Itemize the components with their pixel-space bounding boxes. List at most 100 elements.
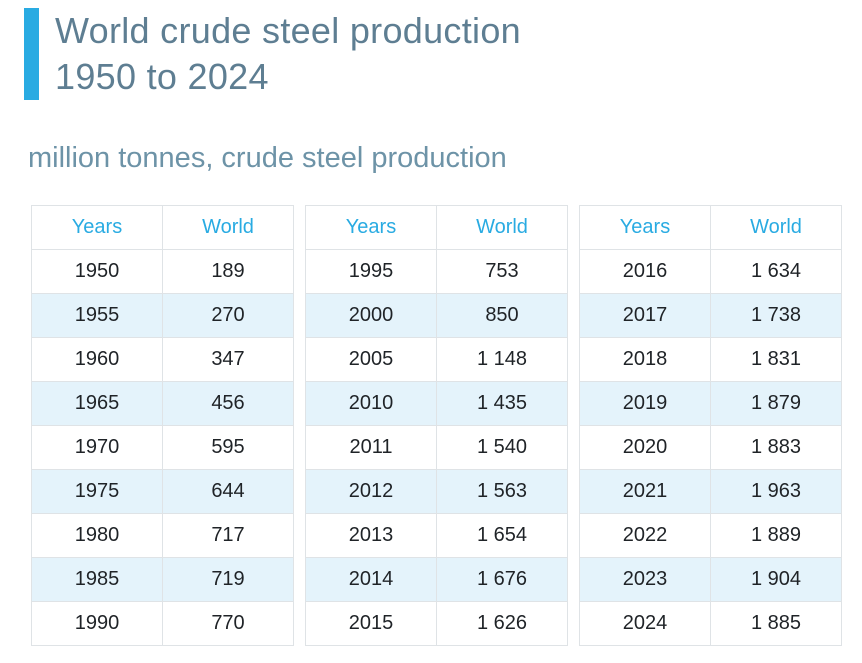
page-title-line2: 1950 to 2024 xyxy=(55,56,269,97)
year-cell: 2012 xyxy=(305,469,437,514)
value-cell: 1 831 xyxy=(710,337,842,382)
table-row: 2015 1 626 xyxy=(305,601,568,646)
title-accent-bar xyxy=(24,8,39,100)
value-cell: 644 xyxy=(162,469,294,514)
table-row: 1965 456 xyxy=(31,381,294,426)
table-row: 2013 1 654 xyxy=(305,513,568,558)
table-row: 2010 1 435 xyxy=(305,381,568,426)
value-cell: 1 883 xyxy=(710,425,842,470)
value-cell: 719 xyxy=(162,557,294,602)
value-cell: 717 xyxy=(162,513,294,558)
table-row: 2005 1 148 xyxy=(305,337,568,382)
table-row: 2024 1 885 xyxy=(579,601,842,646)
year-cell: 1960 xyxy=(31,337,163,382)
value-cell: 1 563 xyxy=(436,469,568,514)
column-header-world: World xyxy=(710,205,842,250)
value-cell: 1 148 xyxy=(436,337,568,382)
value-cell: 347 xyxy=(162,337,294,382)
table-row: 2019 1 879 xyxy=(579,381,842,426)
year-cell: 2020 xyxy=(579,425,711,470)
year-cell: 1985 xyxy=(31,557,163,602)
table-row: 2000 850 xyxy=(305,293,568,338)
year-cell: 1950 xyxy=(31,249,163,294)
tables-container: Years World 1950 189 1955 270 1960 347 1965 456 19… xyxy=(31,205,862,646)
year-cell: 2005 xyxy=(305,337,437,382)
value-cell: 1 634 xyxy=(710,249,842,294)
value-cell: 189 xyxy=(162,249,294,294)
value-cell: 1 963 xyxy=(710,469,842,514)
data-table-2: Years World 1995 753 2000 850 2005 1 148 2010 1 4… xyxy=(305,205,568,646)
table-row: 1975 644 xyxy=(31,469,294,514)
table-row: 1980 717 xyxy=(31,513,294,558)
year-cell: 1975 xyxy=(31,469,163,514)
table-row: 2012 1 563 xyxy=(305,469,568,514)
data-table-3: Years World 2016 1 634 2017 1 738 2018 1 831 201… xyxy=(579,205,842,646)
year-cell: 1990 xyxy=(31,601,163,646)
table-row: 1960 347 xyxy=(31,337,294,382)
data-table-1: Years World 1950 189 1955 270 1960 347 1965 456 19… xyxy=(31,205,294,646)
year-cell: 2014 xyxy=(305,557,437,602)
year-cell: 2015 xyxy=(305,601,437,646)
value-cell: 770 xyxy=(162,601,294,646)
table-row: 1970 595 xyxy=(31,425,294,470)
year-cell: 1965 xyxy=(31,381,163,426)
year-cell: 2010 xyxy=(305,381,437,426)
table-row: 2018 1 831 xyxy=(579,337,842,382)
value-cell: 1 879 xyxy=(710,381,842,426)
year-cell: 1980 xyxy=(31,513,163,558)
page-title: World crude steel production 1950 to 202… xyxy=(55,8,521,100)
year-cell: 2000 xyxy=(305,293,437,338)
year-cell: 1955 xyxy=(31,293,163,338)
table-row: 2014 1 676 xyxy=(305,557,568,602)
table-row: 1990 770 xyxy=(31,601,294,646)
year-cell: 2022 xyxy=(579,513,711,558)
value-cell: 1 738 xyxy=(710,293,842,338)
year-cell: 2023 xyxy=(579,557,711,602)
page-header: World crude steel production 1950 to 202… xyxy=(24,8,862,100)
value-cell: 753 xyxy=(436,249,568,294)
year-cell: 2018 xyxy=(579,337,711,382)
column-header-world: World xyxy=(162,205,294,250)
table-row: 2020 1 883 xyxy=(579,425,842,470)
year-cell: 2013 xyxy=(305,513,437,558)
header-row: Years World xyxy=(579,205,842,250)
year-cell: 1995 xyxy=(305,249,437,294)
table-row: 1995 753 xyxy=(305,249,568,294)
table-row: 2022 1 889 xyxy=(579,513,842,558)
page-title-line1: World crude steel production xyxy=(55,10,521,51)
year-cell: 2017 xyxy=(579,293,711,338)
value-cell: 1 885 xyxy=(710,601,842,646)
value-cell: 850 xyxy=(436,293,568,338)
header-row: Years World xyxy=(305,205,568,250)
year-cell: 2011 xyxy=(305,425,437,470)
table-row: 1950 189 xyxy=(31,249,294,294)
column-header-world: World xyxy=(436,205,568,250)
value-cell: 595 xyxy=(162,425,294,470)
value-cell: 270 xyxy=(162,293,294,338)
table-row: 2016 1 634 xyxy=(579,249,842,294)
value-cell: 1 626 xyxy=(436,601,568,646)
value-cell: 1 654 xyxy=(436,513,568,558)
column-header-years: Years xyxy=(31,205,163,250)
year-cell: 1970 xyxy=(31,425,163,470)
table-row: 2017 1 738 xyxy=(579,293,842,338)
year-cell: 2024 xyxy=(579,601,711,646)
table-row: 2021 1 963 xyxy=(579,469,842,514)
table-row: 1985 719 xyxy=(31,557,294,602)
page-subtitle: million tonnes, crude steel production xyxy=(28,142,507,174)
table-row: 1955 270 xyxy=(31,293,294,338)
value-cell: 1 904 xyxy=(710,557,842,602)
value-cell: 1 435 xyxy=(436,381,568,426)
header-row: Years World xyxy=(31,205,294,250)
value-cell: 1 540 xyxy=(436,425,568,470)
column-header-years: Years xyxy=(579,205,711,250)
year-cell: 2016 xyxy=(579,249,711,294)
table-row: 2011 1 540 xyxy=(305,425,568,470)
year-cell: 2019 xyxy=(579,381,711,426)
value-cell: 1 889 xyxy=(710,513,842,558)
table-row: 2023 1 904 xyxy=(579,557,842,602)
column-header-years: Years xyxy=(305,205,437,250)
year-cell: 2021 xyxy=(579,469,711,514)
value-cell: 1 676 xyxy=(436,557,568,602)
value-cell: 456 xyxy=(162,381,294,426)
